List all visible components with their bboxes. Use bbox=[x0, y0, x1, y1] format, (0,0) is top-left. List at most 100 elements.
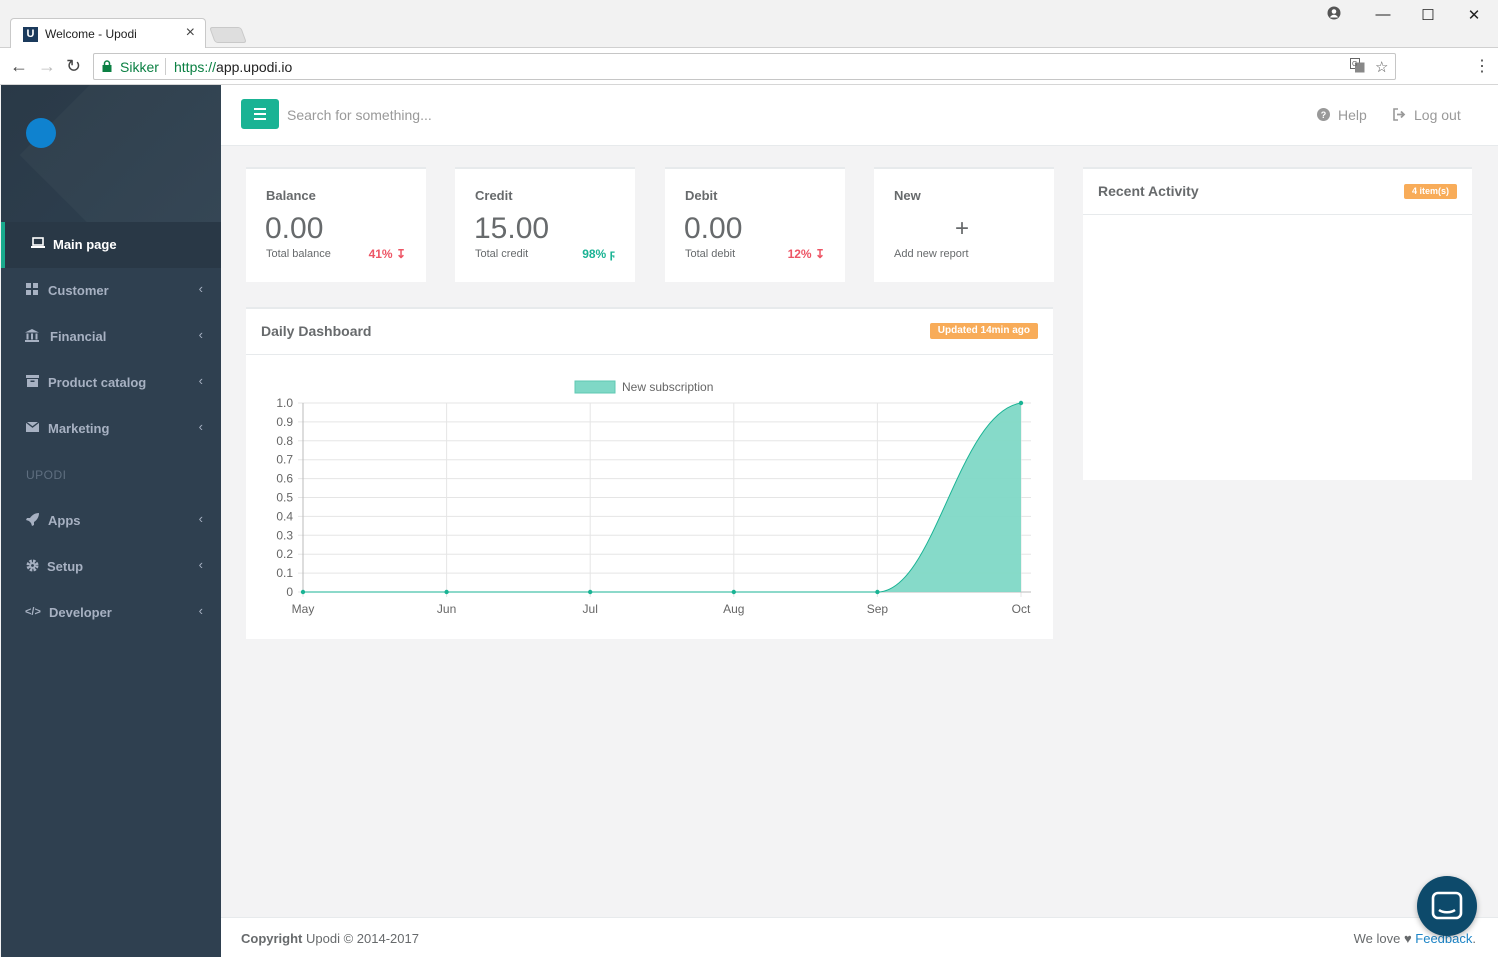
panel-title: Recent Activity bbox=[1098, 183, 1199, 199]
back-icon[interactable]: ← bbox=[10, 56, 28, 76]
help-label: Help bbox=[1338, 107, 1367, 123]
sidebar-item-main-page[interactable]: Main page bbox=[1, 222, 221, 268]
x-tick-label: Oct bbox=[1012, 602, 1031, 616]
bolt-icon: ϝ bbox=[609, 247, 615, 261]
browser-titlebar: U Welcome - Upodi × — ☐ ✕ bbox=[0, 0, 1498, 48]
chevron-left-icon: ‹ bbox=[198, 511, 203, 526]
data-point bbox=[875, 589, 880, 595]
browser-menu-icon[interactable]: ⋮ bbox=[1474, 58, 1490, 75]
help-link[interactable]: ? Help bbox=[1317, 107, 1367, 123]
y-tick-label: 0.2 bbox=[276, 547, 293, 561]
url-separator bbox=[165, 58, 166, 75]
sidebar-item-label: Main page bbox=[53, 237, 117, 252]
hamburger-line bbox=[254, 113, 266, 115]
new-tab-button[interactable] bbox=[209, 27, 247, 43]
heart-icon: ♥ bbox=[1403, 931, 1412, 946]
widget-subtitle: Total debit bbox=[685, 248, 736, 260]
y-tick-label: 0.8 bbox=[276, 434, 293, 448]
forward-icon[interactable]: → bbox=[38, 56, 56, 76]
url-text: https://app.upodi.io bbox=[174, 59, 292, 75]
copyright-text: Copyright Upodi © 2014-2017 bbox=[241, 931, 419, 946]
data-point bbox=[1018, 400, 1024, 406]
sidebar-item-apps[interactable]: Apps ‹ bbox=[1, 498, 221, 544]
y-tick-label: 0.6 bbox=[276, 472, 293, 486]
widget-title: Credit bbox=[475, 188, 513, 203]
top-navbar: ? Help Log out bbox=[221, 85, 1498, 146]
upodi-favicon-icon: U bbox=[23, 27, 38, 42]
security-label: Sikker bbox=[120, 59, 159, 75]
widget-value: 0.00 bbox=[684, 212, 743, 245]
chat-launcher-button[interactable] bbox=[1417, 876, 1477, 936]
y-tick-label: 0.1 bbox=[276, 566, 293, 580]
profile-icon[interactable] bbox=[1324, 6, 1344, 24]
new-report-widget[interactable]: New + Add new report bbox=[874, 167, 1054, 282]
hamburger-line bbox=[254, 118, 266, 120]
credit-widget: Credit 15.00 Total credit 98% ϝ bbox=[455, 167, 635, 282]
percent-value: 98% bbox=[582, 247, 607, 261]
panel-header: Daily Dashboard Updated 14min ago bbox=[246, 309, 1053, 355]
close-window-icon[interactable]: ✕ bbox=[1467, 7, 1481, 24]
legend-swatch bbox=[574, 380, 616, 394]
x-tick-label: Aug bbox=[723, 602, 744, 616]
browser-tab[interactable]: U Welcome - Upodi × bbox=[10, 18, 206, 48]
logout-link[interactable]: Log out bbox=[1393, 107, 1461, 123]
widget-value: 0.00 bbox=[265, 212, 324, 245]
minimize-icon[interactable]: — bbox=[1375, 6, 1391, 23]
code-icon: </> bbox=[25, 606, 41, 618]
sidebar-item-product-catalog[interactable]: Product catalog ‹ bbox=[1, 360, 221, 406]
menu-toggle-button[interactable] bbox=[241, 99, 279, 129]
url-host: app.upodi.io bbox=[216, 59, 293, 75]
header-decoration bbox=[20, 85, 221, 222]
add-new-report-link[interactable]: Add new report bbox=[894, 248, 969, 260]
sidebar-item-marketing[interactable]: Marketing ‹ bbox=[1, 406, 221, 452]
feedback-link[interactable]: Feedback bbox=[1415, 931, 1473, 946]
chevron-left-icon: ‹ bbox=[198, 327, 203, 342]
sidebar-section-label: UPODI bbox=[26, 468, 67, 482]
items-count-badge: 4 item(s) bbox=[1403, 184, 1457, 199]
sidebar-item-setup[interactable]: Setup ‹ bbox=[1, 544, 221, 590]
feedback-text: We love ♥ Feedback. bbox=[1354, 931, 1476, 946]
plus-icon[interactable]: + bbox=[955, 215, 970, 242]
data-point bbox=[300, 589, 306, 595]
url-scheme: https:// bbox=[174, 59, 217, 75]
chat-icon bbox=[1431, 891, 1463, 920]
widget-subtitle: Total credit bbox=[475, 248, 529, 260]
series-area bbox=[303, 403, 1021, 592]
envelope-icon bbox=[25, 421, 39, 435]
legend-label: New subscription bbox=[622, 380, 713, 394]
search-input[interactable] bbox=[287, 99, 787, 131]
sidebar: Main page Customer ‹ Financial ‹ Product… bbox=[1, 85, 221, 957]
svg-text:?: ? bbox=[1321, 110, 1327, 120]
y-tick-label: 0.9 bbox=[276, 415, 293, 429]
percent-value: 12% bbox=[787, 247, 812, 261]
widget-percent: 41% ↧ bbox=[369, 247, 406, 261]
chevron-left-icon: ‹ bbox=[198, 557, 203, 572]
x-tick-label: Sep bbox=[867, 602, 889, 616]
laptop-icon bbox=[31, 237, 45, 251]
browser-address-bar: ← → ↻ Sikker https://app.upodi.io G ☆ </… bbox=[0, 48, 1498, 122]
panel-title: Daily Dashboard bbox=[261, 323, 372, 339]
x-tick-label: Jul bbox=[583, 602, 598, 616]
series-line bbox=[303, 402, 1022, 593]
data-point bbox=[444, 589, 449, 595]
sidebar-item-label: Customer bbox=[48, 283, 109, 298]
y-tick-label: 0 bbox=[286, 585, 293, 599]
copyright-bold: Copyright bbox=[241, 931, 303, 946]
y-tick-label: 0.3 bbox=[276, 528, 293, 542]
reload-icon[interactable]: ↻ bbox=[66, 56, 82, 76]
maximize-icon[interactable]: ☐ bbox=[1421, 7, 1435, 24]
widget-value: 15.00 bbox=[474, 212, 550, 245]
avatar[interactable] bbox=[26, 118, 56, 148]
close-tab-icon[interactable]: × bbox=[185, 24, 195, 41]
url-field[interactable]: Sikker https://app.upodi.io G ☆ bbox=[93, 53, 1396, 80]
translate-icon[interactable]: G bbox=[1350, 58, 1365, 77]
widget-title: Debit bbox=[685, 188, 718, 203]
sidebar-item-label: Setup bbox=[47, 559, 84, 574]
tab-title: Welcome - Upodi bbox=[45, 27, 137, 41]
chevron-left-icon: ‹ bbox=[198, 603, 203, 618]
sidebar-item-financial[interactable]: Financial ‹ bbox=[1, 314, 221, 360]
sidebar-item-developer[interactable]: </> Developer ‹ bbox=[1, 590, 221, 636]
sidebar-item-customer[interactable]: Customer ‹ bbox=[1, 268, 221, 314]
copyright-detail: Upodi © 2014-2017 bbox=[306, 931, 419, 946]
bookmark-star-icon[interactable]: ☆ bbox=[1375, 59, 1389, 76]
